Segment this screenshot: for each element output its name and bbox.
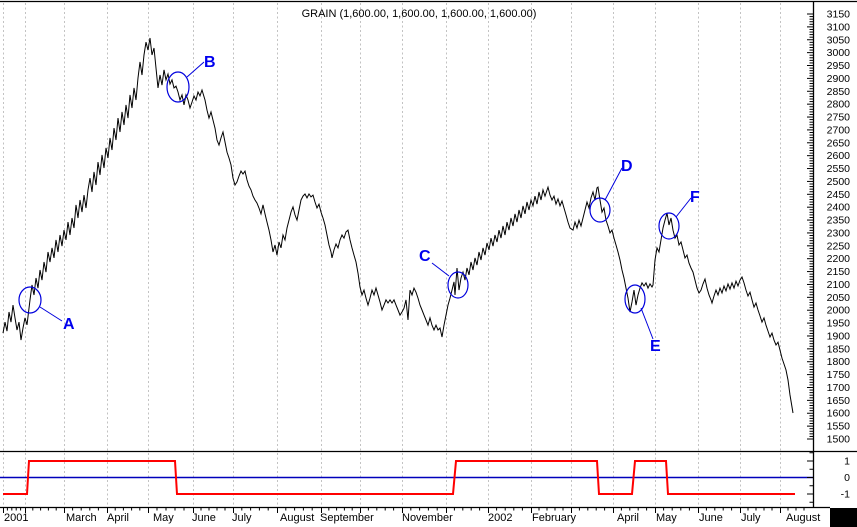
x-axis-label: July <box>232 512 252 524</box>
annotation-label-F[interactable]: F <box>690 189 700 206</box>
price-tick-label: 1550 <box>827 421 851 433</box>
price-tick-label: 2350 <box>827 215 851 227</box>
indicator-axis: 1 0 -1 <box>807 452 850 503</box>
annotation-leader-B <box>186 61 205 78</box>
date-axis: 2001 March April May June July August September… <box>3 507 820 524</box>
price-tick-label: 1800 <box>827 356 851 368</box>
x-axis-label: August <box>786 512 820 524</box>
annotation-circle-C[interactable] <box>447 271 469 299</box>
price-series[interactable] <box>2 37 794 414</box>
price-tick-label: 1900 <box>827 330 851 342</box>
x-axis-label: June <box>699 512 723 524</box>
price-tick-label: 1600 <box>827 408 851 420</box>
x-axis-label: August <box>280 512 314 524</box>
price-tick-label: 3000 <box>827 47 851 59</box>
annotation-circle-D[interactable] <box>589 197 611 223</box>
price-tick-label: 1650 <box>827 395 851 407</box>
price-tick-label: 2600 <box>827 150 851 162</box>
price-tick-label: 1950 <box>827 318 851 330</box>
annotation-leader-C <box>431 262 450 277</box>
annotation-leader-E <box>640 307 654 340</box>
price-tick-label: 2400 <box>827 202 851 214</box>
indicator-tick-label: 1 <box>844 456 850 468</box>
x-axis-label: May <box>153 512 174 524</box>
price-tick-label: 3150 <box>827 9 851 21</box>
indicator-line[interactable] <box>3 460 795 495</box>
price-tick-label: 2300 <box>827 227 851 239</box>
price-tick-label: 2800 <box>827 99 851 111</box>
price-tick-label: 1500 <box>827 434 851 446</box>
price-tick-label: 2750 <box>827 112 851 124</box>
x-axis-label: November <box>402 512 453 524</box>
annotation-label-B[interactable]: B <box>204 54 216 71</box>
annotation-label-C[interactable]: C <box>419 248 431 265</box>
annotation-circle-A[interactable] <box>18 286 42 314</box>
x-axis-label: April <box>107 512 129 524</box>
annotation-circle-F[interactable] <box>658 212 680 240</box>
annotations[interactable]: A B C D E F <box>18 54 700 355</box>
price-tick-label: 2250 <box>827 240 851 252</box>
price-tick-label: 2150 <box>827 266 851 278</box>
annotation-leader-A <box>39 306 63 322</box>
x-axis-label: February <box>532 512 577 524</box>
annotation-label-D[interactable]: D <box>621 158 633 175</box>
price-tick-label: 1750 <box>827 369 851 381</box>
x-axis-label: 2001 <box>4 512 28 524</box>
price-tick-label: 2700 <box>827 124 851 136</box>
price-tick-label: 2850 <box>827 86 851 98</box>
month-gridlines <box>3 3 781 507</box>
price-axis: 1500155016001650170017501800185019001950… <box>807 9 850 446</box>
price-tick-label: 2900 <box>827 73 851 85</box>
annotation-leader-F <box>675 197 692 218</box>
x-axis-label: April <box>617 512 639 524</box>
price-tick-label: 3100 <box>827 21 851 33</box>
price-tick-label: 2950 <box>827 60 851 72</box>
indicator-tick-label: -1 <box>841 489 850 501</box>
window-corner <box>830 508 857 527</box>
price-tick-label: 2000 <box>827 305 851 317</box>
x-axis-label: June <box>192 512 216 524</box>
x-axis-label: July <box>741 512 761 524</box>
price-tick-label: 3050 <box>827 34 851 46</box>
price-tick-label: 2500 <box>827 176 851 188</box>
price-tick-label: 2100 <box>827 279 851 291</box>
x-axis-label: 2002 <box>488 512 512 524</box>
x-axis-label: March <box>66 512 97 524</box>
indicator-tick-label: 0 <box>844 472 850 484</box>
price-line[interactable] <box>2 37 794 414</box>
price-tick-label: 2450 <box>827 189 851 201</box>
price-tick-label: 2050 <box>827 292 851 304</box>
annotation-circle-B[interactable] <box>166 71 190 103</box>
x-axis-label: September <box>320 512 374 524</box>
x-axis-label: May <box>656 512 677 524</box>
price-tick-label: 1850 <box>827 343 851 355</box>
price-tick-label: 1700 <box>827 382 851 394</box>
chart-title: GRAIN (1,600.00, 1,600.00, 1,600.00, 1,6… <box>302 8 537 20</box>
annotation-circle-E[interactable] <box>624 284 646 314</box>
indicator-series[interactable] <box>0 460 813 495</box>
price-tick-label: 2650 <box>827 137 851 149</box>
annotation-label-A[interactable]: A <box>63 316 75 333</box>
price-tick-label: 2550 <box>827 163 851 175</box>
annotation-label-E[interactable]: E <box>650 338 661 355</box>
annotation-leader-D <box>604 167 623 201</box>
price-tick-label: 2200 <box>827 253 851 265</box>
